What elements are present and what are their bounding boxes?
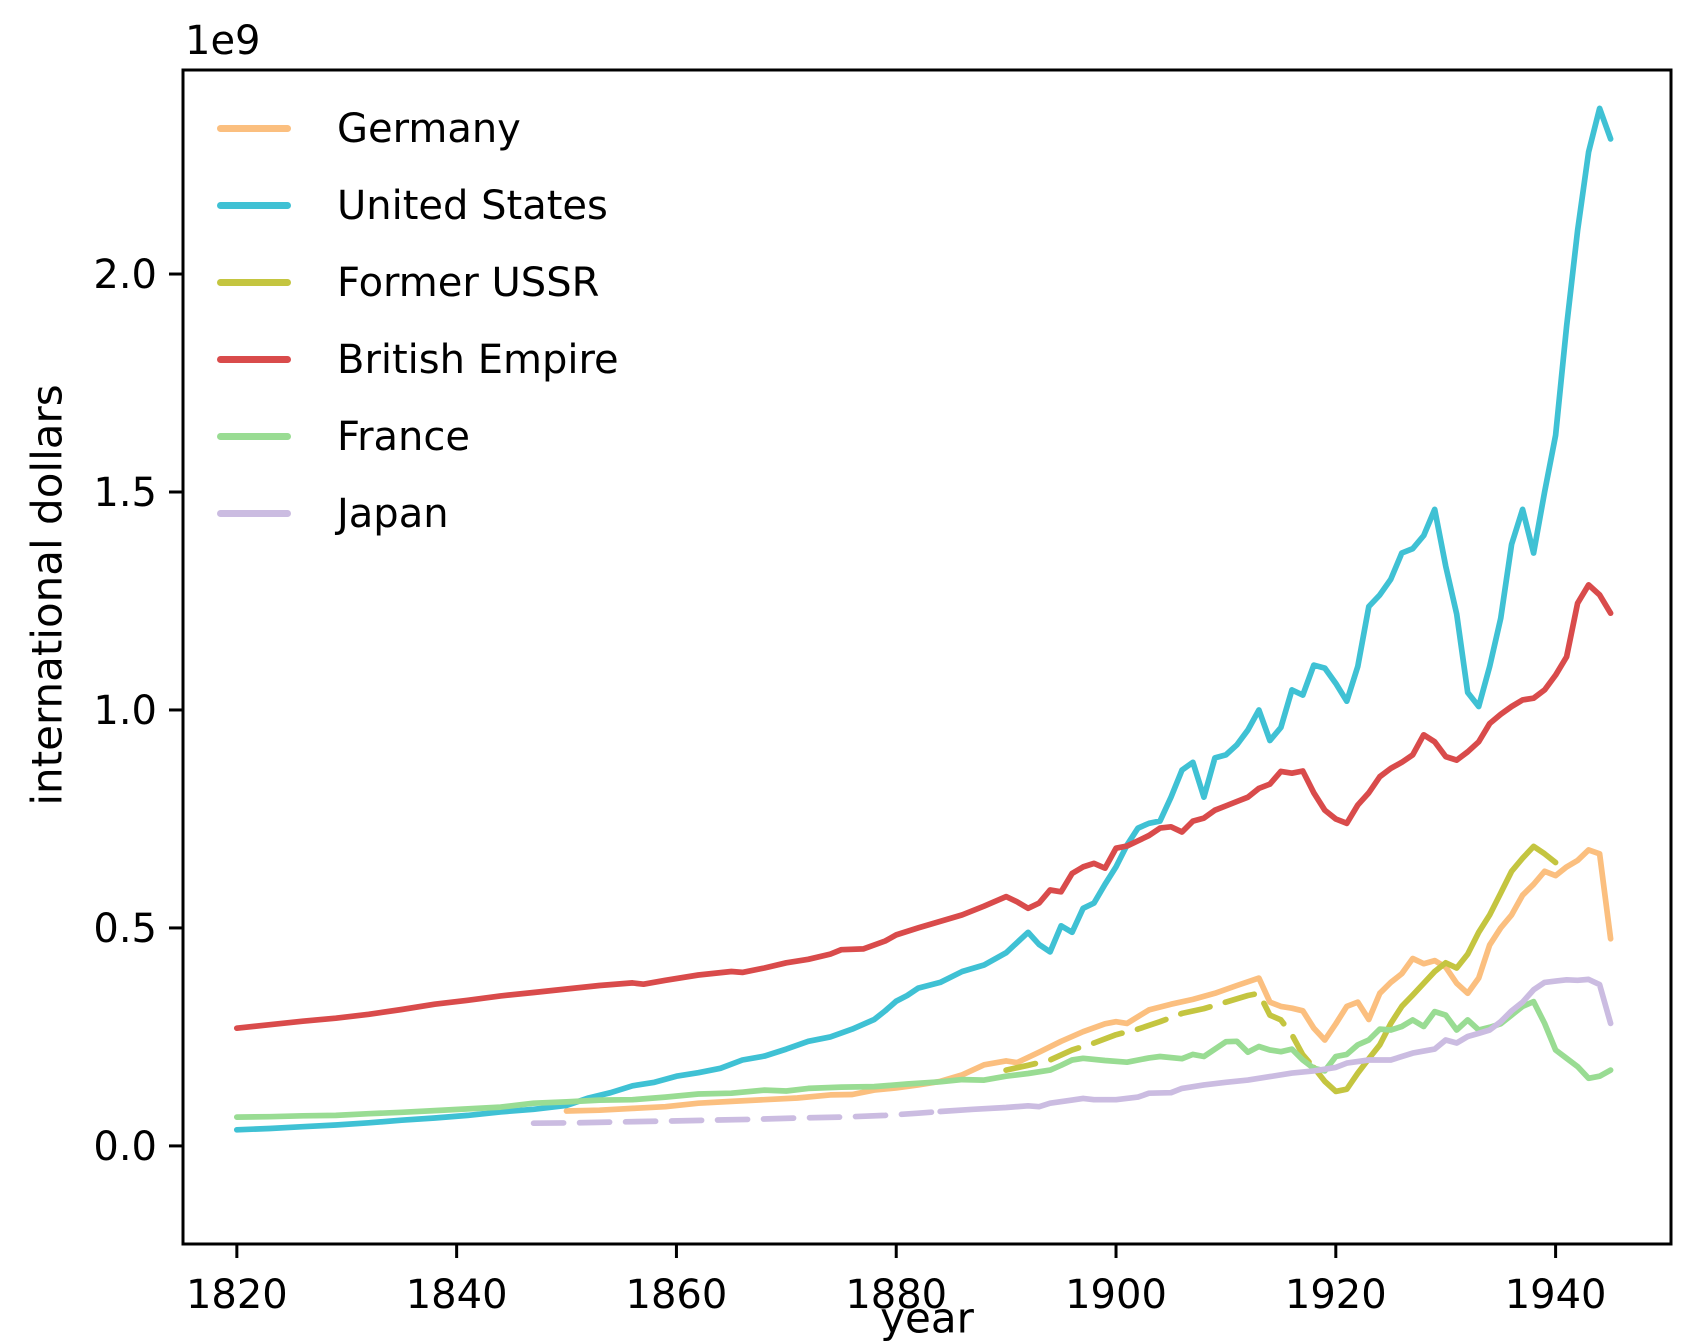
legend-item-united-states: United States [217, 167, 619, 244]
y-tick-label: 2.0 [93, 252, 157, 298]
legend-item-germany: Germany [217, 90, 619, 167]
legend-label: Former USSR [337, 259, 600, 306]
line-united-states [233, 105, 1614, 1133]
legend-label: Japan [337, 490, 449, 537]
x-tick-label: 1900 [1065, 1272, 1167, 1318]
legend-swatch-japan [217, 510, 291, 517]
x-tick-label: 1820 [186, 1272, 288, 1318]
legend-item-japan: Japan [217, 475, 619, 552]
legend-swatch-former-ussr [217, 279, 291, 286]
line-japan [937, 976, 1614, 1115]
y-axis-label: international dollars [22, 384, 72, 806]
x-tick-label: 1940 [1505, 1272, 1607, 1318]
legend-item-british-empire: British Empire [217, 321, 619, 398]
y-tick-label: 0.5 [93, 906, 157, 952]
line-former-ussr [1310, 843, 1559, 1095]
x-tick-label: 1880 [845, 1272, 947, 1318]
line-former-ussr-estimated [1003, 990, 1317, 1073]
line-france [233, 998, 1614, 1120]
line-germany [563, 847, 1614, 1114]
legend-swatch-united-states [217, 202, 291, 209]
y-tick-label: 0.0 [93, 1124, 157, 1170]
legend-swatch-france [217, 433, 291, 440]
legend-item-former-ussr: Former USSR [217, 244, 619, 321]
line-japan-estimated [530, 1108, 944, 1127]
x-tick-label: 1840 [406, 1272, 508, 1318]
plot-frame [181, 68, 1673, 1246]
y-tick-label: 1.5 [93, 470, 157, 516]
legend-swatch-british-empire [217, 356, 291, 363]
legend-label: France [337, 413, 471, 460]
legend-label: United States [337, 182, 608, 229]
legend-label: British Empire [337, 336, 619, 383]
legend-label: Germany [337, 105, 521, 152]
y-axis-offset-text: 1e9 [185, 18, 261, 64]
legend: Germany United States Former USSR British E… [217, 90, 619, 552]
x-tick-label: 1920 [1285, 1272, 1387, 1318]
legend-swatch-germany [217, 125, 291, 132]
legend-item-france: France [217, 398, 619, 475]
y-tick-label: 1.0 [93, 688, 157, 734]
line-british-empire [233, 582, 1614, 1032]
x-tick-label: 1860 [626, 1272, 728, 1318]
x-axis-label: year [880, 1293, 974, 1343]
